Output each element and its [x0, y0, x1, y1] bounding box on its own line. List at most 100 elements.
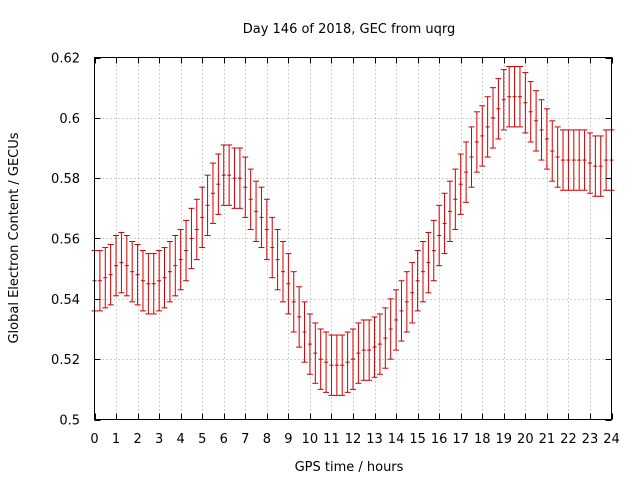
error-bar-point [366, 319, 373, 381]
tick-marks [94, 57, 613, 421]
error-bar-point [527, 81, 534, 143]
error-bar-point [533, 90, 540, 152]
y-tick-label: 0.62 [51, 52, 80, 67]
error-bar-point [107, 244, 114, 306]
error-bar-point [296, 286, 303, 348]
error-bar-point [430, 219, 437, 282]
error-bar-point [183, 219, 190, 282]
error-bar-point [500, 69, 507, 131]
x-tick-label: 11 [323, 432, 340, 447]
error-bar-point [134, 244, 141, 306]
error-bar-point [511, 66, 518, 128]
error-bar-point [166, 241, 173, 303]
error-bar-point [306, 313, 313, 375]
x-tick-label: 3 [155, 432, 163, 447]
error-bar-point [279, 241, 286, 303]
error-bar-point [463, 141, 470, 203]
y-tick-label: 0.5 [59, 414, 80, 429]
error-bar-point [581, 129, 588, 191]
error-bar-point [473, 111, 480, 173]
error-bar-point [323, 331, 330, 393]
x-tick-label: 4 [177, 432, 185, 447]
x-tick-label: 19 [496, 432, 513, 447]
error-bar-point [570, 129, 577, 191]
error-bar-point [177, 228, 184, 291]
x-axis-label: GPS time / hours [295, 460, 404, 475]
error-bar-point [156, 250, 163, 312]
error-bar-point [123, 234, 130, 297]
error-bar-point [274, 228, 281, 291]
error-bar-point [457, 153, 464, 215]
error-bar-point [312, 322, 319, 384]
error-bar-point [204, 174, 211, 236]
y-tick-label: 0.56 [51, 233, 80, 248]
error-bar-point [565, 129, 572, 191]
error-bar-point [495, 78, 502, 140]
x-tick-label: 8 [263, 432, 271, 447]
error-bar-point [199, 186, 206, 249]
x-tick-label: 16 [431, 432, 448, 447]
x-tick-label: 18 [474, 432, 491, 447]
error-bar-point [409, 262, 416, 324]
error-bar-point [247, 168, 254, 230]
error-bar-point [554, 126, 561, 188]
error-bar-point [150, 253, 157, 315]
error-bar-point [576, 129, 583, 191]
error-bar-point [253, 180, 260, 243]
x-tick-label: 21 [539, 432, 556, 447]
x-tick-label: 1 [112, 432, 120, 447]
error-bar-point [102, 247, 109, 309]
x-tick-label: 12 [345, 432, 362, 447]
y-tick-label: 0.52 [51, 353, 80, 368]
error-bar-point [231, 147, 238, 209]
error-bar-point [414, 250, 421, 312]
error-bar-point [236, 147, 243, 209]
error-bar-point [344, 331, 351, 393]
error-bar-point [328, 334, 335, 396]
x-tick-label: 14 [388, 432, 405, 447]
error-bar-point [317, 328, 324, 390]
error-bar-point [258, 186, 265, 249]
error-bar-point [301, 301, 308, 363]
error-bar-point [96, 250, 103, 312]
x-tick-labels: 0 1 2 3 4 5 6 7 8 9 10 11 12 13 14 15 16 17 18 19 20 21 22 23 24 [90, 432, 619, 447]
error-bar-point [172, 234, 179, 297]
error-bar-point [285, 253, 292, 315]
x-tick-label: 20 [517, 432, 534, 447]
x-tick-label: 15 [409, 432, 426, 447]
error-bar-point [586, 132, 593, 194]
error-bar-point [382, 307, 389, 369]
error-bar-point [145, 253, 152, 315]
error-bar-point [360, 319, 367, 381]
error-bar-point [522, 72, 529, 134]
error-bar-point [263, 198, 270, 261]
error-bar-point [597, 135, 604, 197]
error-bar-point [376, 313, 383, 375]
x-tick-label: 10 [302, 432, 319, 447]
y-tick-label: 0.58 [51, 172, 80, 187]
y-tick-label: 0.54 [51, 293, 80, 308]
error-bar-point [113, 234, 120, 297]
error-bar-point [490, 87, 497, 149]
error-bar-point [161, 247, 168, 309]
error-bar-point [468, 126, 475, 188]
error-bar-point [209, 162, 216, 224]
x-tick-label: 24 [603, 432, 620, 447]
error-bar-point [339, 334, 346, 396]
error-bar-point [560, 129, 567, 191]
error-bar-point [350, 328, 356, 390]
data-series [91, 66, 615, 396]
error-bar-point [226, 144, 233, 206]
error-bar-point [543, 108, 550, 170]
error-bar-point [220, 144, 227, 206]
x-tick-label: 9 [284, 432, 292, 447]
error-bar-point [387, 298, 394, 360]
error-bar-point [129, 241, 136, 303]
chart-title: Day 146 of 2018, GEC from uqrg [243, 22, 456, 37]
x-tick-label: 22 [560, 432, 577, 447]
error-bar-point [592, 135, 599, 197]
error-bar-point [425, 231, 432, 294]
error-bar-point [371, 316, 378, 378]
error-bar-point [549, 120, 556, 182]
